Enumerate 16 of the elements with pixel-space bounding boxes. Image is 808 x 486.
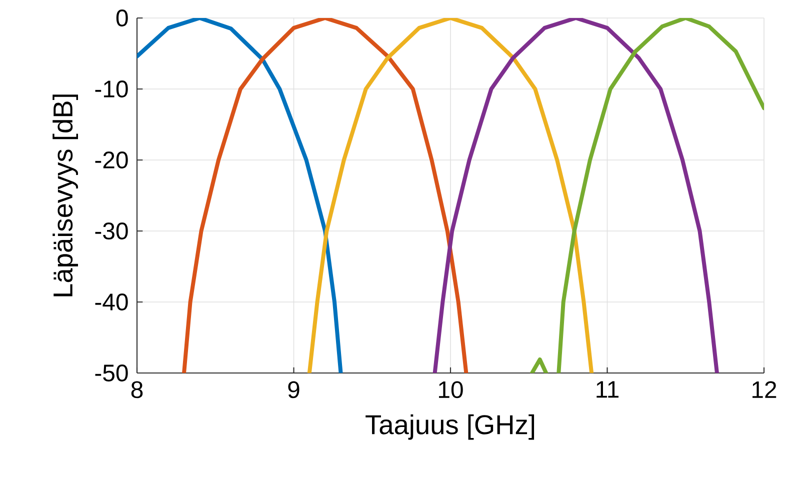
x-tick-label: 11 [596,381,618,398]
y-tick-label: -20 [95,152,128,168]
line-series [307,18,594,373]
x-tick-label: 8 [131,381,143,398]
y-tick-label: -40 [95,294,128,310]
x-tick-label: 9 [288,381,300,398]
x-tick-label: 12 [752,381,776,398]
x-tick-label: 10 [439,381,463,398]
line-series [432,18,719,373]
y-tick-label: 0 [116,10,128,26]
y-tick-label: -50 [95,364,128,382]
y-tick-label: -30 [95,222,128,240]
y-axis-title: Läpäisevyys [dB] [52,94,78,296]
line-series [182,18,468,373]
y-tick-label: -10 [95,80,128,98]
x-axis-title: Taajuus [GHz] [366,414,534,440]
